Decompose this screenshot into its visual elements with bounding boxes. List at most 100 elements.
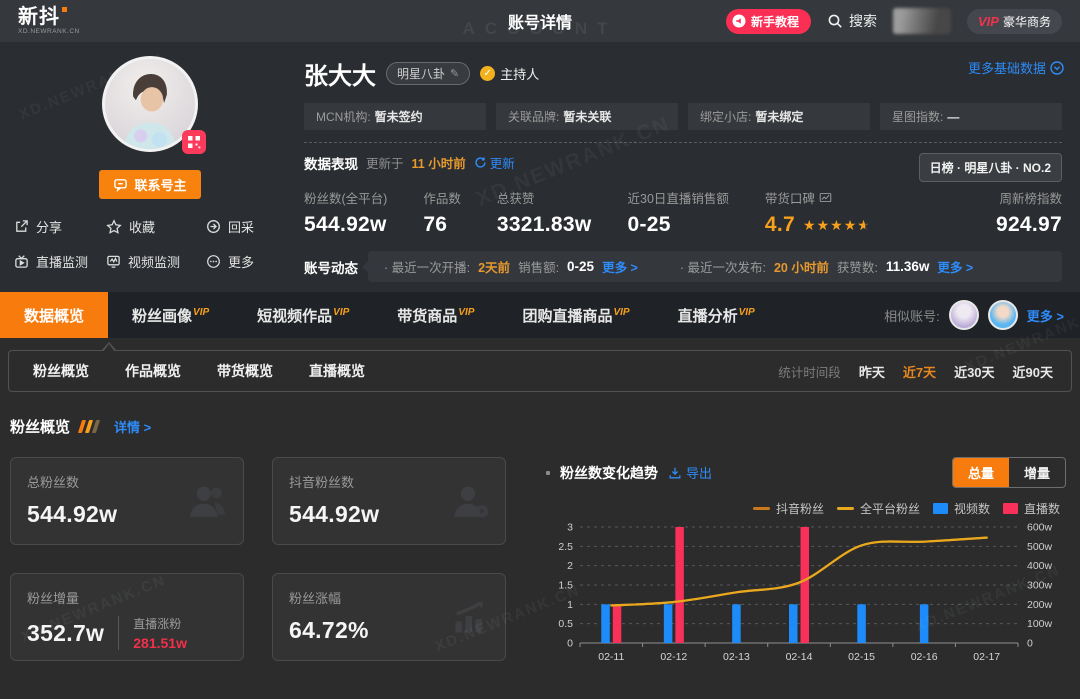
tab-label: 数据概览 xyxy=(24,307,85,325)
legend-item[interactable]: 全平台粉丝 xyxy=(836,500,920,517)
svg-text:300w: 300w xyxy=(1027,580,1053,592)
period-90d[interactable]: 近90天 xyxy=(1012,364,1053,380)
export-link[interactable]: 导出 xyxy=(668,463,712,482)
action-favorite[interactable]: 收藏 xyxy=(106,217,206,236)
subtab-goods-overview[interactable]: 带货概览 xyxy=(217,363,273,379)
legend-item[interactable]: 抖音粉丝 xyxy=(752,500,824,517)
svg-text:2.5: 2.5 xyxy=(558,541,573,553)
period-label: 统计时间段 xyxy=(778,365,841,380)
info-shop: 绑定小店: 暂未绑定 xyxy=(688,103,870,130)
svg-text:02-17: 02-17 xyxy=(973,651,1000,663)
growth-icon xyxy=(455,601,484,633)
toggle-total[interactable]: 总量 xyxy=(952,458,1009,487)
more-icon xyxy=(207,255,220,268)
period-7d[interactable]: 近7天 xyxy=(902,364,937,380)
stat-weekly-index: 周新榜指数 924.97 xyxy=(996,188,1062,237)
recollect-icon xyxy=(207,220,220,233)
tab-group-live-goods[interactable]: 团购直播商品 VIP xyxy=(498,292,653,338)
detail-link[interactable]: 详情 > xyxy=(114,420,152,435)
refresh-link[interactable]: 更新 xyxy=(474,153,515,172)
info-mcn: MCN机构: 暂未签约 xyxy=(304,103,486,130)
svg-text:600w: 600w xyxy=(1027,522,1053,534)
card-label: 粉丝增量 xyxy=(27,591,80,606)
last-live-time: 2天前 xyxy=(478,261,511,275)
fan-trend-chart[interactable]: 0 0 0.5 100w 1 200w 1.5 300w 2 400w 2.5 500w 3 600w 02… xyxy=(546,519,1066,671)
action-video-monitor[interactable]: 视频监测 xyxy=(106,252,206,271)
video-monitor-icon xyxy=(107,255,120,268)
vip-badge[interactable]: VIP 豪华商务 xyxy=(967,8,1062,34)
qr-code-badge[interactable] xyxy=(182,130,206,154)
subtab-live-overview[interactable]: 直播概览 xyxy=(309,363,365,379)
period-30d[interactable]: 近30天 xyxy=(954,364,995,380)
overview-subtab-bar: 粉丝概览 作品概览 带货概览 直播概览 统计时间段 昨天 近7天 近30天 近9… xyxy=(8,342,1072,392)
trend-chart-icon xyxy=(819,192,832,203)
top-header: 新抖 XD.NEWRANK.CN ACCOUNT 账号详情 新手教程 搜索 VI… xyxy=(0,0,1080,42)
tab-label: 团购直播商品 xyxy=(522,307,613,325)
similar-more-link[interactable]: 更多 > xyxy=(1026,308,1064,324)
vip-tag: VIP xyxy=(458,306,475,318)
action-live-monitor[interactable]: 直播监测 xyxy=(14,252,106,271)
tab-ecommerce-goods[interactable]: 带货商品 VIP xyxy=(373,292,498,338)
tab-data-overview[interactable]: 数据概览 xyxy=(0,292,109,338)
chevron-down-circle-icon xyxy=(1050,60,1064,75)
user-avatar[interactable] xyxy=(893,8,952,34)
card-fan-growth-rate: 粉丝涨幅 64.72% xyxy=(272,573,506,661)
sub-label: 直播涨粉 xyxy=(133,617,182,631)
legend-item[interactable]: 视频数 xyxy=(932,500,990,517)
vertical-divider xyxy=(118,616,120,650)
svg-text:1.5: 1.5 xyxy=(558,580,573,592)
account-name-row: 张大大 明星八卦 ✎ ✓ 主持人 xyxy=(304,56,1062,91)
tab-fan-portrait[interactable]: 粉丝画像 VIP xyxy=(108,292,233,338)
stat-live-sales: 近30日直播销售额 0-25 xyxy=(628,188,729,237)
last-post-time: 20 小时前 xyxy=(773,261,829,275)
legend-item[interactable]: 直播数 xyxy=(1002,500,1060,517)
action-label: 回采 xyxy=(228,220,255,235)
category-tag[interactable]: 明星八卦 ✎ xyxy=(386,62,471,85)
card-value: 352.7w xyxy=(27,619,105,646)
action-label: 更多 xyxy=(228,255,255,270)
chart-header: 粉丝数变化趋势 导出 总量 增量 xyxy=(546,457,1066,488)
similar-avatar[interactable] xyxy=(987,300,1018,330)
star-icon: ★ xyxy=(830,216,844,233)
search-control[interactable]: 搜索 xyxy=(827,11,877,31)
toggle-delta[interactable]: 增量 xyxy=(1023,466,1050,481)
svg-text:1: 1 xyxy=(567,599,573,611)
tab-live-analysis[interactable]: 直播分析 VIP xyxy=(654,292,779,338)
action-recollect[interactable]: 回采 xyxy=(206,217,286,236)
stat-rating: 带货口碑 4.7 ★ ★ ★ ★ ★ ★ xyxy=(765,188,871,237)
svg-text:200w: 200w xyxy=(1027,599,1053,611)
action-more[interactable]: 更多 xyxy=(206,252,286,271)
subtab-fan-overview[interactable]: 粉丝概览 xyxy=(33,363,89,379)
similar-avatar[interactable] xyxy=(948,300,979,330)
info-label: 关联品牌: xyxy=(508,110,560,124)
vip-tag: VIP xyxy=(193,306,210,318)
diamond-marker xyxy=(362,260,375,273)
action-share[interactable]: 分享 xyxy=(14,217,106,236)
info-value: 暂未关联 xyxy=(563,110,612,124)
more-basic-data-link[interactable]: 更多基础数据 xyxy=(968,58,1064,77)
rating-label: 带货口碑 xyxy=(764,192,815,206)
stat-label: 总获赞 xyxy=(496,192,535,206)
card-value: 544.92w xyxy=(27,501,118,527)
megaphone-icon xyxy=(732,14,746,28)
contact-owner-button[interactable]: 联系号主 xyxy=(99,170,201,199)
last-live-label: · 最近一次开播: xyxy=(384,261,471,275)
live-more-link[interactable]: 更多 > xyxy=(602,261,638,275)
post-more-link[interactable]: 更多 > xyxy=(937,261,974,275)
verified-label: 主持人 xyxy=(500,67,540,82)
tutorial-button[interactable]: 新手教程 xyxy=(726,8,812,34)
legend-swatch xyxy=(752,507,770,510)
tab-short-video[interactable]: 短视频作品 VIP xyxy=(233,292,373,338)
live-growth-block: 直播涨粉 281.51w xyxy=(133,615,187,651)
rank-badge[interactable]: 日榜 · 明星八卦 · NO.2 xyxy=(918,153,1062,182)
edit-icon[interactable]: ✎ xyxy=(450,68,460,80)
star-icon: ★ ★ xyxy=(857,216,871,233)
svg-text:400w: 400w xyxy=(1027,560,1053,572)
stat-label: 作品数 xyxy=(423,192,461,206)
period-yesterday[interactable]: 昨天 xyxy=(858,364,885,380)
vip-plan-label: 豪华商务 xyxy=(1002,14,1051,29)
stat-value: 76 xyxy=(423,213,448,236)
subtab-works-overview[interactable]: 作品概览 xyxy=(125,363,181,379)
app-logo[interactable]: 新抖 XD.NEWRANK.CN xyxy=(18,7,80,36)
svg-text:02-12: 02-12 xyxy=(660,651,687,663)
